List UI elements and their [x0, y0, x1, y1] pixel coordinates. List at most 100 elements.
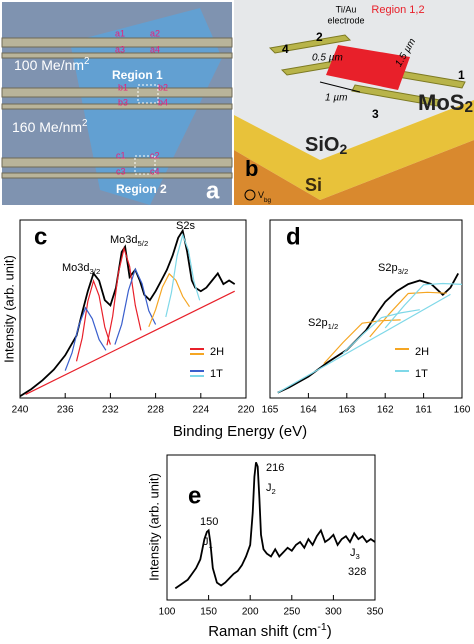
- electrode-number: 1: [458, 68, 465, 82]
- panel-letter: d: [286, 223, 301, 250]
- legend-label: 2H: [210, 346, 224, 358]
- layer-label: MoS2: [418, 90, 473, 116]
- region: [326, 45, 410, 90]
- series-line: [148, 272, 191, 328]
- x-tick-label: 150: [200, 607, 217, 618]
- gate-symbol: [244, 189, 256, 201]
- x-tick-label: 164: [300, 405, 317, 416]
- annotation-part: J: [350, 547, 356, 559]
- x-tick-label: 100: [159, 607, 176, 618]
- annotation-part: S2p: [378, 262, 398, 274]
- legend-label: 1T: [415, 368, 428, 380]
- dose-label: 100 Me/nm2: [14, 56, 90, 73]
- series-line: [25, 290, 235, 395]
- series-line: [174, 461, 376, 590]
- x-axis-label: Binding Energy (eV): [173, 423, 307, 440]
- layer-label-part: 2: [464, 99, 473, 116]
- region-label: Region 2: [116, 182, 167, 196]
- series-line: [114, 267, 157, 345]
- x-tick-label: 228: [147, 405, 164, 416]
- layer-label-part: SiO: [305, 134, 339, 156]
- annotation-part: Mo3d: [110, 234, 138, 246]
- series-line: [106, 246, 142, 346]
- annotation-part: 1/2: [328, 322, 339, 331]
- plot-frame: [19, 219, 247, 399]
- x-tick-label: 161: [415, 405, 432, 416]
- plot-frame: [166, 454, 376, 601]
- annotation: 216: [266, 462, 284, 474]
- annotation: J3: [350, 547, 360, 561]
- point-label: c4: [150, 166, 160, 176]
- electrode-number: 2: [316, 30, 323, 44]
- panel-letter: c: [34, 223, 47, 250]
- electrode-label: Ti/Au: [336, 4, 357, 14]
- gate-label-part: bg: [264, 197, 272, 204]
- annotation-part: 3/2: [398, 267, 409, 276]
- electrode-label: electrode: [327, 15, 364, 25]
- device-electrodes: [268, 34, 466, 107]
- electrode-number: 3: [372, 107, 379, 121]
- region-box: [134, 155, 156, 175]
- annotation: Mo3d5/2: [110, 234, 148, 248]
- annotation: 150: [200, 516, 218, 528]
- series-line: [323, 319, 401, 365]
- point-label: b1: [118, 82, 128, 92]
- plot-frame: [269, 219, 463, 399]
- x-tick-label: 224: [192, 405, 209, 416]
- region-label: Region 1: [112, 68, 163, 82]
- series-line: [369, 291, 447, 338]
- legend-label: 1T: [210, 368, 223, 380]
- annotation: S2p1/2: [308, 317, 338, 331]
- series-line: [75, 278, 111, 362]
- annotation-part: 2: [272, 487, 276, 496]
- layer-label-part: Si: [305, 175, 322, 195]
- layer-label: SiO2: [305, 134, 347, 156]
- dose-label-part: 2: [82, 118, 87, 129]
- annotation: 328: [348, 566, 366, 578]
- series-line: [19, 228, 236, 397]
- x-tick-label: 163: [338, 405, 355, 416]
- x-axis-label-part: ): [327, 623, 332, 640]
- series-line: [277, 293, 451, 394]
- point-label: a3: [115, 44, 125, 54]
- point-label: c3: [116, 166, 126, 176]
- annotation: S2p3/2: [378, 262, 408, 276]
- layer-label-part: MoS: [418, 90, 464, 115]
- legend-label: 2H: [415, 346, 429, 358]
- annotation-part: 3/2: [90, 267, 101, 276]
- dose-label-part: 160 Me/nm: [12, 119, 82, 135]
- annotation-part: 3: [356, 552, 360, 561]
- annotation: J1: [203, 536, 213, 550]
- x-tick-label: 220: [238, 405, 255, 416]
- x-tick-label: 200: [242, 607, 259, 618]
- panel-letter: a: [206, 177, 220, 204]
- x-axis-label-part: -1: [317, 621, 326, 633]
- si-layer: [234, 140, 474, 205]
- point-label: a4: [150, 44, 160, 54]
- point-label: a2: [150, 28, 160, 38]
- x-tick-label: 232: [102, 405, 119, 416]
- x-tick-label: 240: [12, 405, 29, 416]
- sio2-layer: [234, 100, 474, 200]
- point-label: c2: [150, 150, 160, 160]
- panel-letter: e: [188, 482, 201, 509]
- point-label: a1: [115, 28, 125, 38]
- dimension-line: [319, 81, 361, 93]
- electrode-number: 4: [282, 42, 289, 56]
- layer-label-part: 2: [339, 141, 347, 157]
- series-line: [277, 272, 459, 394]
- x-axis-label-part: Raman shift (cm: [208, 623, 317, 640]
- x-tick-label: 160: [454, 405, 471, 416]
- region-box: [137, 84, 159, 104]
- dose-label-part: 2: [84, 56, 89, 67]
- x-tick-label: 300: [325, 607, 342, 618]
- point-label: c1: [116, 150, 126, 160]
- dose-label: 160 Me/nm2: [12, 118, 88, 135]
- annotation-part: 1: [209, 541, 213, 550]
- region-label: Region 1,2: [371, 4, 424, 16]
- x-tick-label: 350: [367, 607, 384, 618]
- annotation-part: 5/2: [138, 239, 149, 248]
- x-tick-label: 250: [283, 607, 300, 618]
- series-line: [165, 233, 201, 318]
